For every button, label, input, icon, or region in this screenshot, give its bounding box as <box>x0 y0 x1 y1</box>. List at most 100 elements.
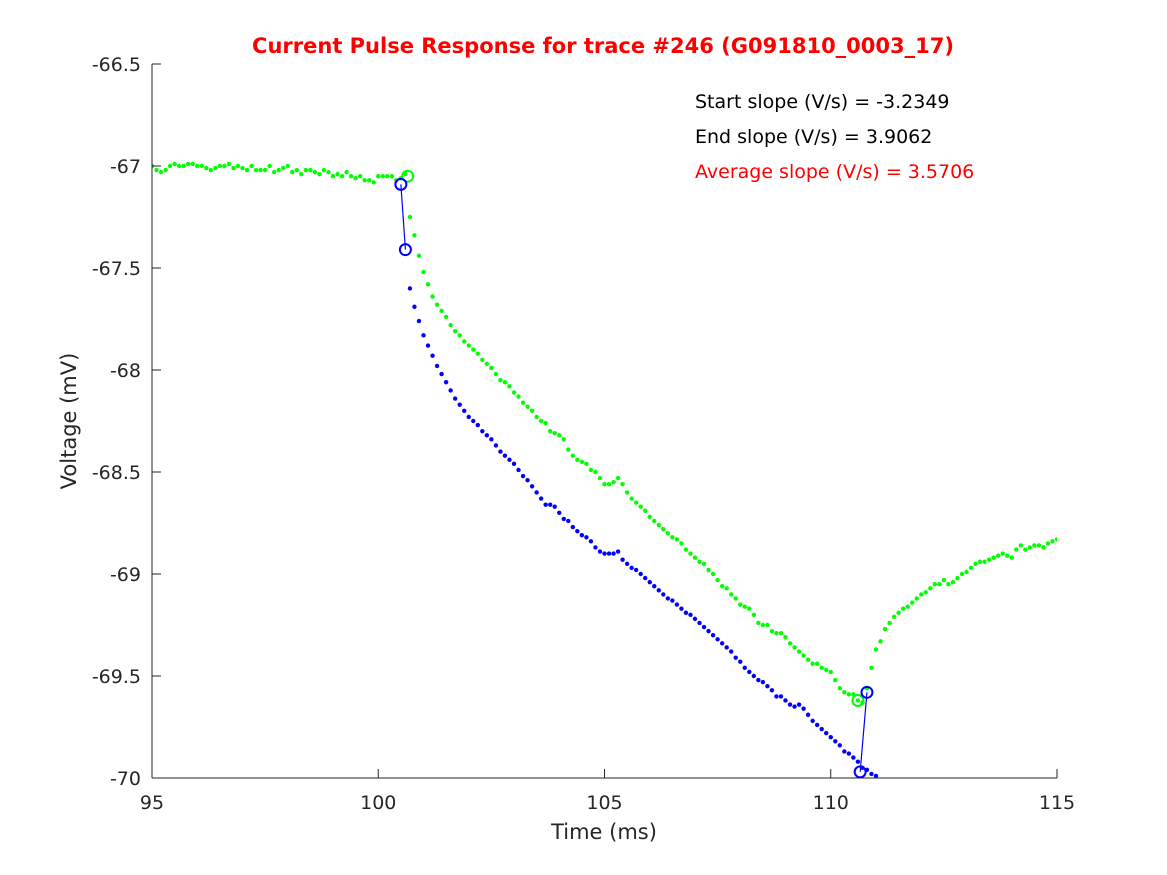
data-point <box>692 555 698 560</box>
data-point <box>548 429 553 434</box>
data-point <box>602 551 607 556</box>
data-point <box>778 630 784 636</box>
data-point <box>701 561 707 566</box>
data-point <box>167 163 173 169</box>
data-point <box>638 571 643 577</box>
data-point <box>262 167 268 173</box>
data-point <box>624 490 630 495</box>
data-point <box>814 661 820 666</box>
data-point <box>186 161 191 167</box>
data-point <box>448 388 453 393</box>
data-point <box>729 592 734 597</box>
x-axis-label: Time (ms) <box>550 820 657 844</box>
data-point <box>276 167 281 173</box>
data-point <box>1009 555 1014 560</box>
data-point <box>452 329 458 334</box>
data-point <box>801 706 806 711</box>
data-point <box>416 253 422 258</box>
data-point <box>208 167 214 173</box>
data-point <box>475 422 480 428</box>
data-point <box>774 630 779 636</box>
data-point <box>652 584 657 589</box>
data-point <box>733 596 738 601</box>
connector-line <box>400 184 406 250</box>
data-point <box>462 408 467 413</box>
data-point <box>873 773 879 778</box>
data-point <box>439 308 444 314</box>
data-point <box>674 537 680 542</box>
data-point <box>946 582 951 587</box>
y-tick-label: -69.5 <box>92 666 141 688</box>
data-point <box>493 371 499 377</box>
data-point <box>1041 545 1046 550</box>
data-point <box>339 174 345 179</box>
data-point <box>443 314 449 320</box>
data-point <box>674 602 680 607</box>
data-point <box>534 414 539 420</box>
data-point <box>1064 531 1068 535</box>
connector-line <box>859 692 868 772</box>
data-point <box>434 302 440 307</box>
data-point <box>357 174 363 179</box>
data-point <box>973 561 978 566</box>
data-point <box>222 163 227 169</box>
average-slope-annotation: Average slope (V/s) = 3.5706 <box>695 161 974 183</box>
data-point <box>910 600 915 605</box>
data-point <box>855 698 861 703</box>
data-point <box>855 759 861 764</box>
data-point <box>217 163 223 169</box>
y-tick-label: -67 <box>110 156 141 178</box>
data-point <box>701 624 707 630</box>
data-point <box>724 586 729 591</box>
end-slope-annotation: End slope (V/s) = 3.9062 <box>695 126 932 148</box>
data-point <box>756 677 761 683</box>
data-point <box>692 616 698 622</box>
data-point <box>158 169 164 175</box>
data-point <box>538 496 544 501</box>
data-point <box>154 167 159 173</box>
data-point <box>643 508 648 513</box>
data-point <box>457 402 462 407</box>
data-point <box>846 692 852 697</box>
data-point <box>543 420 548 426</box>
data-point <box>819 726 824 732</box>
data-point <box>407 286 413 291</box>
data-point <box>520 400 526 405</box>
data-point <box>471 347 476 352</box>
data-point <box>281 165 286 171</box>
data-point <box>647 579 652 585</box>
data-point <box>828 735 833 740</box>
data-point <box>489 437 494 442</box>
data-point <box>579 459 585 464</box>
data-point <box>1032 543 1037 548</box>
data-point <box>312 169 318 175</box>
data-point <box>507 384 512 389</box>
data-point <box>330 174 336 179</box>
data-point <box>760 622 766 628</box>
data-point <box>258 167 263 173</box>
data-point <box>900 606 906 611</box>
annotations: Start slope (V/s) = -3.2349 End slope (V… <box>695 91 974 183</box>
data-point <box>493 443 499 448</box>
data-point <box>710 633 716 638</box>
data-point <box>774 694 779 699</box>
data-point <box>851 755 856 760</box>
data-point <box>878 639 883 644</box>
data-point <box>367 178 372 183</box>
data-point <box>484 361 490 367</box>
data-point <box>1014 547 1019 552</box>
data-point <box>480 357 485 362</box>
data-point <box>792 704 797 709</box>
data-point <box>606 551 612 556</box>
data-point <box>751 612 757 617</box>
data-point <box>1036 543 1042 548</box>
data-point <box>584 535 589 540</box>
data-point <box>765 684 770 689</box>
data-point <box>507 457 512 462</box>
data-point <box>570 524 576 530</box>
data-point <box>891 614 897 620</box>
data-point <box>633 567 639 573</box>
data-point <box>285 163 290 169</box>
data-point <box>561 516 566 522</box>
chart-title: Current Pulse Response for trace #246 (G… <box>252 34 954 58</box>
